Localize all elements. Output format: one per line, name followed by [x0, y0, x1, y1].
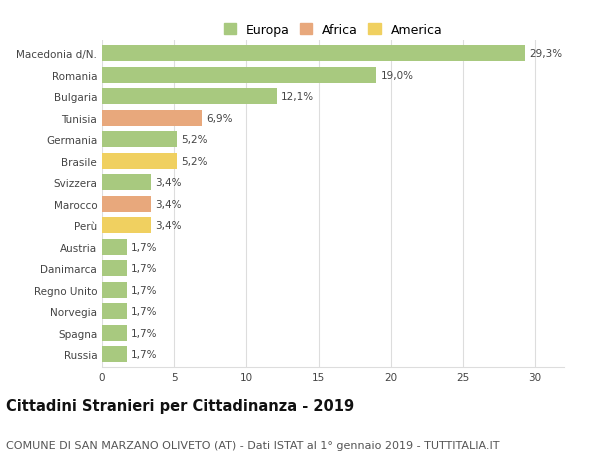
Text: Cittadini Stranieri per Cittadinanza - 2019: Cittadini Stranieri per Cittadinanza - 2… — [6, 398, 354, 413]
Text: 1,7%: 1,7% — [131, 242, 157, 252]
Bar — [102, 303, 127, 319]
Bar — [102, 346, 127, 362]
Legend: Europa, Africa, America: Europa, Africa, America — [221, 22, 445, 39]
Text: 5,2%: 5,2% — [181, 135, 208, 145]
Bar — [102, 218, 151, 234]
Text: 3,4%: 3,4% — [155, 199, 182, 209]
Bar — [102, 46, 525, 62]
Text: 3,4%: 3,4% — [155, 178, 182, 188]
Bar — [102, 282, 127, 298]
Bar — [102, 67, 376, 84]
Text: 29,3%: 29,3% — [529, 49, 562, 59]
Bar — [102, 89, 277, 105]
Bar — [102, 196, 151, 213]
Text: 1,7%: 1,7% — [131, 328, 157, 338]
Bar — [102, 325, 127, 341]
Bar — [102, 239, 127, 255]
Bar — [102, 153, 177, 169]
Bar — [102, 111, 202, 127]
Text: 19,0%: 19,0% — [380, 71, 413, 81]
Bar — [102, 261, 127, 277]
Text: 3,4%: 3,4% — [155, 221, 182, 231]
Text: COMUNE DI SAN MARZANO OLIVETO (AT) - Dati ISTAT al 1° gennaio 2019 - TUTTITALIA.: COMUNE DI SAN MARZANO OLIVETO (AT) - Dat… — [6, 440, 499, 450]
Text: 1,7%: 1,7% — [131, 285, 157, 295]
Text: 12,1%: 12,1% — [281, 92, 314, 102]
Bar — [102, 132, 177, 148]
Text: 1,7%: 1,7% — [131, 307, 157, 316]
Text: 5,2%: 5,2% — [181, 157, 208, 166]
Bar — [102, 175, 151, 191]
Text: 1,7%: 1,7% — [131, 263, 157, 274]
Text: 6,9%: 6,9% — [206, 113, 232, 123]
Text: 1,7%: 1,7% — [131, 349, 157, 359]
